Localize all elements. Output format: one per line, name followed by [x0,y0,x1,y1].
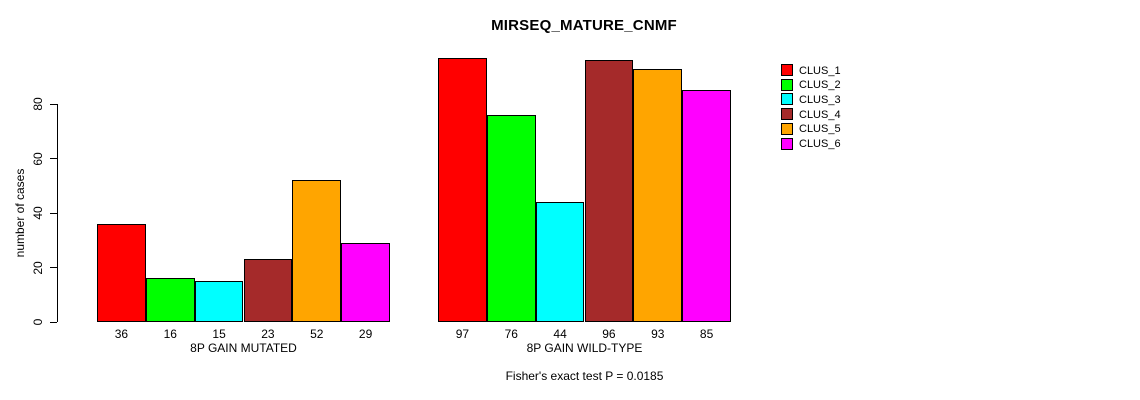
bar-value-label: 96 [602,327,616,341]
legend-swatch-clus_5 [781,122,793,135]
y-tick-mark [50,212,57,214]
bar-clus_2-group1 [486,114,536,322]
legend-label: CLUS_2 [799,79,841,92]
bar-clus_4-group0 [243,259,293,322]
bar-value-label: 44 [553,327,567,341]
group-label-wildtype: 8P GAIN WILD-TYPE [526,341,643,355]
bar-value-label: 23 [261,327,275,341]
bar-value-label: 97 [455,327,470,341]
y-tick-label: 0 [31,318,45,326]
legend-swatch-clus_6 [781,137,793,150]
bar-clus_5-group1 [633,68,683,322]
legend-label: CLUS_1 [799,64,841,77]
bar-clus_6-group0 [341,242,390,322]
legend-swatch-clus_4 [781,108,793,121]
bar-value-label: 16 [163,327,177,341]
bar-value-label: 29 [358,327,373,341]
bar-value-label: 85 [699,327,714,341]
bar-clus_2-group0 [145,278,195,322]
bar-clus_5-group0 [292,180,342,322]
y-tick-mark [50,103,57,105]
bar-value-label: 15 [212,327,226,341]
y-tick-mark [50,267,57,268]
legend-swatch-clus_1 [781,64,793,76]
fisher-test-note: Fisher's exact test P = 0.0185 [505,369,664,383]
bar-value-label: 36 [114,327,129,341]
bar-value-label: 93 [651,327,665,341]
bar-clus_6-group1 [682,90,731,322]
legend-swatch-clus_2 [781,78,793,91]
chart-title: MIRSEQ_MATURE_CNMF [491,17,677,34]
y-tick-mark [50,158,57,159]
bar-clus_3-group1 [535,202,585,322]
legend-swatch-clus_3 [781,93,793,106]
y-axis-label: number of cases [13,168,27,258]
bar-clus_4-group1 [584,60,634,322]
bar-clus_1-group1 [438,57,487,322]
legend-label: CLUS_5 [799,123,841,136]
y-tick-label: 80 [31,97,45,111]
group-label-mutated: 8P GAIN MUTATED [190,341,297,355]
bar-clus_3-group0 [194,281,244,322]
y-tick-mark [50,321,57,323]
y-tick-label: 60 [31,151,45,166]
bar-clus_1-group0 [97,223,146,322]
legend-label: CLUS_4 [799,108,841,121]
legend-label: CLUS_6 [799,138,841,150]
legend-label: CLUS_3 [799,93,841,106]
bar-value-label: 52 [310,327,324,341]
bar-value-label: 76 [504,327,518,341]
y-tick-label: 40 [31,206,45,220]
y-axis-line [57,104,58,322]
y-tick-label: 20 [31,260,45,275]
